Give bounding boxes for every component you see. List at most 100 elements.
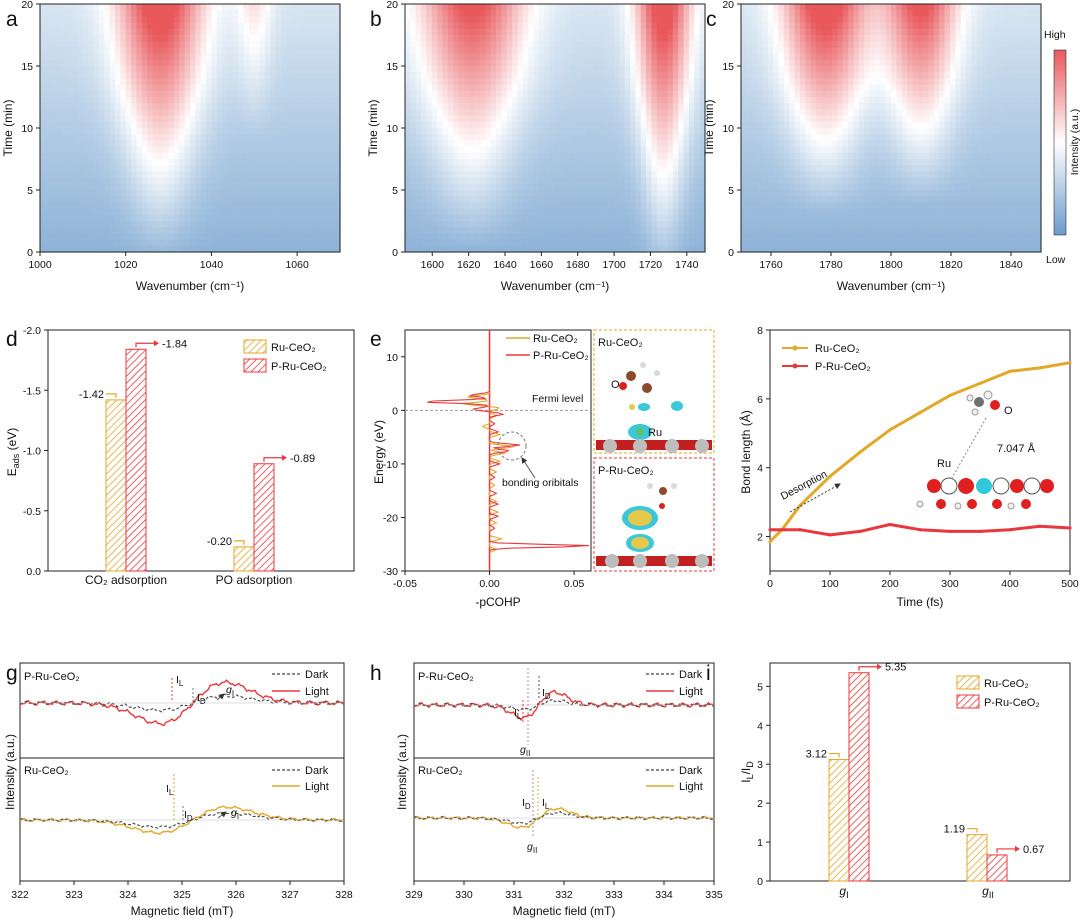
heat-cell: [608, 103, 615, 110]
heat-cell: [576, 190, 583, 197]
heat-cell: [206, 10, 213, 17]
heat-cell: [173, 109, 180, 117]
heat-cell: [286, 196, 293, 203]
heat-cell: [77, 41, 84, 48]
heat-cell: [678, 41, 685, 48]
heat-cell: [522, 97, 529, 104]
heat-cell: [512, 245, 519, 253]
heat-cell: [66, 4, 73, 11]
heat-cell: [206, 90, 213, 98]
heat-cell: [517, 66, 524, 73]
heat-cell: [291, 90, 298, 98]
heat-cell: [77, 177, 84, 185]
heat-cell: [490, 78, 497, 86]
heat-cell: [307, 221, 314, 228]
heat-cell: [248, 66, 255, 73]
heat-cell: [678, 90, 685, 98]
heat-cell: [254, 16, 261, 24]
heat-cell: [120, 159, 127, 166]
heat-cell: [206, 221, 213, 228]
heat-cell: [291, 202, 298, 210]
heat-cell: [211, 171, 218, 179]
heat-cell: [630, 134, 636, 141]
heat-cell: [565, 221, 572, 228]
heat-cell: [662, 140, 669, 148]
heat-cell: [474, 4, 481, 11]
heat-cell: [485, 90, 492, 98]
heat-cell: [93, 159, 100, 166]
heat-cell: [147, 41, 154, 48]
heat-cell: [227, 202, 234, 210]
heat-cell: [109, 84, 116, 92]
heat-cell: [232, 41, 239, 48]
heat-cell: [485, 41, 492, 48]
heat-cell: [592, 227, 599, 234]
heat-cell: [281, 165, 288, 172]
heat-cell: [480, 66, 486, 73]
heat-cell: [291, 115, 298, 123]
heat-cell: [1003, 35, 1010, 42]
heat-cell: [421, 239, 428, 247]
heat-cell: [442, 78, 449, 86]
heat-cell: [789, 22, 796, 30]
heat-cell: [334, 78, 341, 86]
heat-cell: [651, 115, 658, 123]
heat-cell: [254, 177, 261, 185]
heat-cell: [555, 140, 561, 148]
heat-cell: [147, 4, 154, 11]
heat-cell: [640, 10, 647, 17]
heat-cell: [109, 245, 116, 253]
heat-cell: [120, 221, 127, 228]
heat-cell: [694, 121, 701, 129]
heat-cell: [560, 103, 567, 110]
heat-cell: [173, 47, 180, 55]
heat-cell: [816, 41, 822, 48]
heat-cell: [222, 227, 229, 234]
heat-cell: [597, 109, 604, 117]
heat-cell: [447, 47, 454, 55]
heat-cell: [640, 190, 647, 197]
heat-cell: [485, 152, 492, 160]
heat-cell: [506, 140, 513, 148]
heat-cell: [329, 97, 336, 104]
heat-cell: [184, 128, 191, 135]
heat-cell: [694, 183, 701, 191]
heat-cell: [944, 41, 951, 48]
heat-cell: [453, 41, 460, 48]
heat-cell: [635, 22, 642, 30]
heat-cell: [259, 128, 266, 135]
heat-cell: [469, 16, 476, 24]
heat-cell: [506, 221, 513, 228]
heat-cell: [254, 35, 261, 42]
heat-cell: [259, 22, 266, 30]
heat-cell: [608, 47, 615, 55]
heat-cell: [72, 72, 79, 79]
heat-cell: [522, 84, 529, 92]
heat-cell: [565, 190, 572, 197]
heat-cell: [131, 35, 138, 42]
heat-cell: [109, 134, 116, 141]
heat-cell: [966, 41, 972, 48]
heat-cell: [334, 35, 341, 42]
heat-cell: [120, 121, 127, 129]
heat-cell: [789, 41, 796, 48]
y-tick-label: 5: [27, 185, 33, 197]
heat-cell: [597, 41, 604, 48]
heat-cell: [334, 196, 341, 203]
heat-cell: [496, 72, 503, 79]
heat-cell: [206, 146, 213, 154]
heat-cell: [694, 128, 701, 135]
heat-cell: [254, 66, 261, 73]
heat-cell: [125, 41, 132, 48]
heat-cell: [82, 78, 89, 86]
heat-cell: [45, 196, 52, 203]
heat-cell: [426, 146, 433, 154]
heat-cell: [104, 183, 111, 191]
heat-cell: [928, 4, 935, 11]
heat-cell: [571, 239, 578, 247]
heat-cell: [45, 233, 52, 241]
heat-cell: [415, 72, 422, 79]
heat-cell: [131, 183, 138, 191]
heat-cell: [571, 245, 578, 253]
heat-cell: [184, 78, 191, 86]
